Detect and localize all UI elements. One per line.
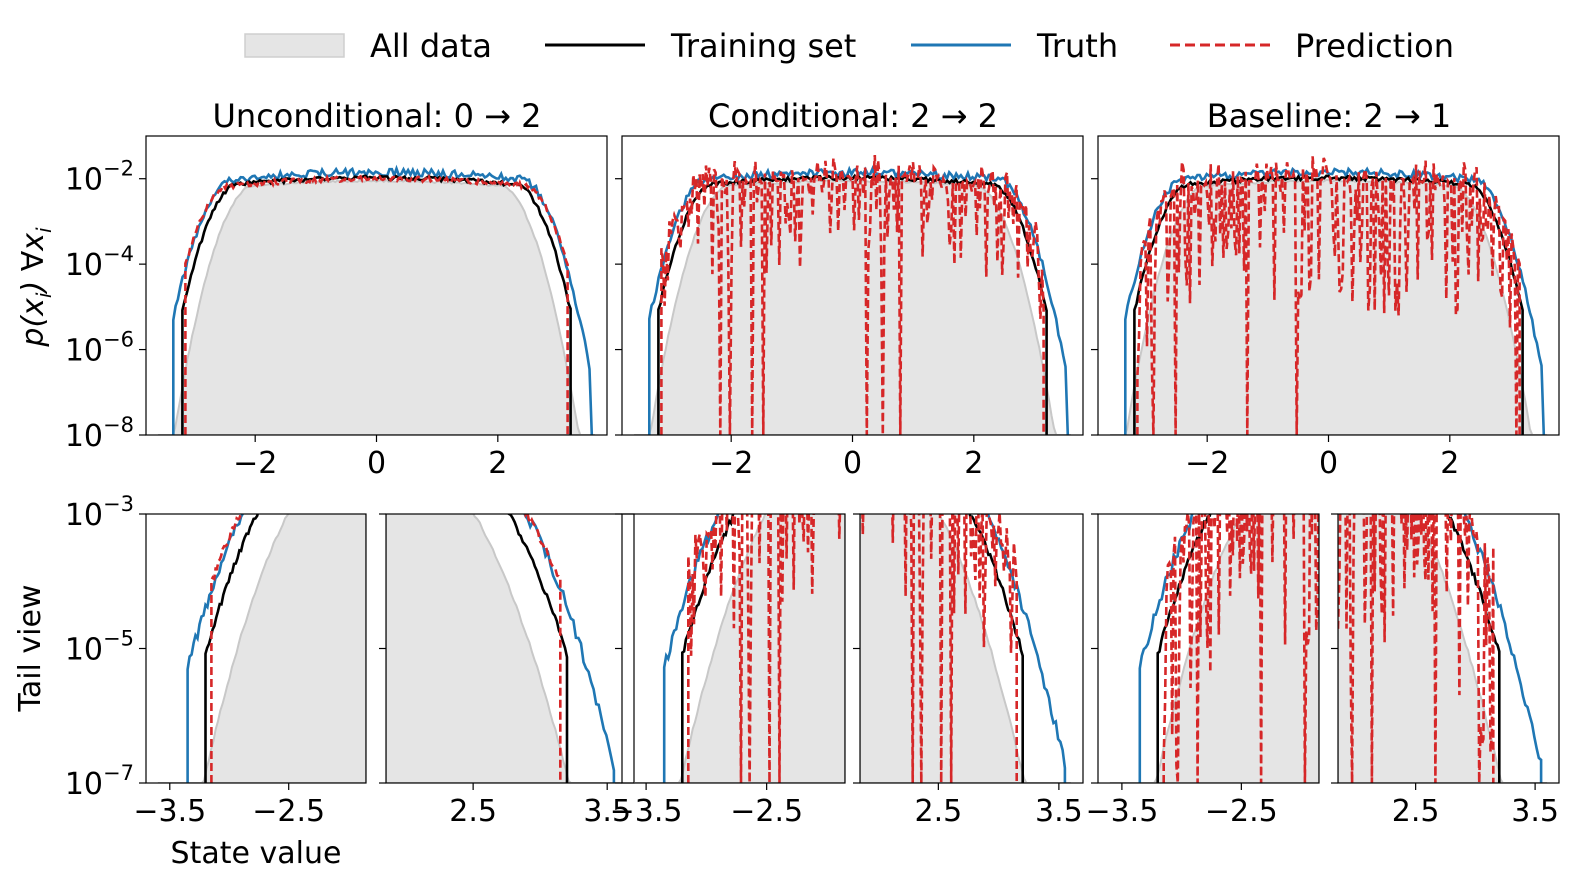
truth-line (1463, 514, 1543, 783)
plot-area (157, 514, 366, 783)
y-tick-label: 10−5 (65, 627, 134, 668)
legend-label-training-set: Training set (670, 27, 856, 65)
x-tick-label: −2 (1185, 446, 1229, 481)
column-title-conditional: Conditional: 2 → 2 (708, 97, 998, 135)
tail-panel-1: −3.5 −2.5 10−3 10−5 10−7 (65, 492, 367, 829)
bottom-y-axis-label: Tail view (13, 584, 48, 712)
x-tick-label: 2.5 (914, 794, 962, 829)
truth-line (186, 514, 245, 783)
x-tick-label: 2 (964, 446, 983, 481)
tail-panel-6: 2.5 3.5 (1331, 513, 1560, 829)
legend-label-all-data: All data (370, 27, 492, 65)
y-tick-label: 10−8 (65, 413, 134, 454)
column-title-baseline: Baseline: 2 → 1 (1207, 97, 1452, 135)
plot-area (634, 155, 1071, 435)
all-data-area (1338, 514, 1548, 783)
x-tick-label: 2.5 (1392, 794, 1440, 829)
plot-area (634, 514, 845, 783)
truth-line (172, 164, 594, 435)
all-data-area (386, 514, 621, 783)
training-set-line (968, 514, 1024, 783)
legend: All data Training set Truth Prediction (244, 27, 1454, 65)
top-panel-1: −2 0 2 10−2 10−4 10−6 10−8 (65, 135, 608, 481)
column-title-unconditional: Unconditional: 0 → 2 (213, 97, 542, 135)
legend-label-prediction: Prediction (1295, 27, 1454, 65)
y-tick-label: 10−4 (65, 242, 134, 283)
truth-line (983, 514, 1067, 783)
y-tick-label: 10−3 (65, 492, 134, 533)
y-tick-label: 10−7 (65, 761, 134, 802)
x-tick-label: 3.5 (583, 794, 631, 829)
tail-panel-4: 2.5 3.5 (853, 513, 1084, 829)
plot-area (860, 514, 1071, 783)
x-tick-label: −3.5 (610, 794, 683, 829)
x-tick-label: −2.5 (1205, 794, 1278, 829)
prediction-line (660, 155, 1045, 435)
prediction-line (687, 514, 842, 783)
x-tick-label: −2 (709, 446, 753, 481)
plot-area (158, 164, 595, 435)
training-set-line (681, 514, 735, 783)
all-data-area (158, 178, 595, 435)
legend-swatch-all-data (244, 33, 345, 58)
prediction-line (861, 514, 1018, 783)
legend-item-all-data: All data (244, 27, 492, 65)
bottom-x-axis-label: State value (171, 836, 342, 871)
x-tick-label: 3.5 (1511, 794, 1559, 829)
prediction-line (1338, 514, 1495, 783)
legend-item-training-set: Training set (545, 27, 856, 65)
top-y-axis-label: p(xi) ∀xi (16, 227, 56, 348)
training-set-line (1156, 514, 1212, 783)
x-tick-label: −2 (233, 446, 277, 481)
y-tick-label: 10−6 (65, 328, 134, 369)
prediction-line (1162, 514, 1319, 783)
prediction-line (184, 173, 569, 435)
plot-area (1338, 514, 1548, 783)
truth-line (1124, 166, 1546, 435)
plot-area (1109, 514, 1319, 783)
tail-panel-3: −3.5 −2.5 (610, 513, 846, 829)
plot-area (1110, 156, 1547, 435)
prediction-line (523, 514, 562, 783)
prediction-line (1136, 156, 1521, 435)
y-tick-label: 10−2 (65, 157, 134, 198)
training-set-line (204, 514, 259, 783)
training-set-line (1446, 514, 1501, 783)
x-tick-label: 2 (488, 446, 507, 481)
x-tick-label: −2.5 (252, 794, 325, 829)
legend-item-truth: Truth (911, 27, 1118, 65)
x-tick-label: 0 (367, 446, 386, 481)
x-tick-label: −2.5 (730, 794, 803, 829)
legend-item-prediction: Prediction (1170, 27, 1454, 65)
plot-panels: −2 0 2 10−2 10−4 10−6 10−8 −2 0 2 −2 0 2 −3.5 −2.5 10−3… (65, 135, 1560, 829)
all-data-area (860, 514, 1071, 783)
x-tick-label: −3.5 (133, 794, 206, 829)
x-tick-label: 3.5 (1035, 794, 1083, 829)
x-tick-label: 0 (1319, 446, 1338, 481)
top-panel-3: −2 0 2 (1091, 135, 1560, 481)
x-tick-label: 2.5 (449, 794, 497, 829)
top-panel-2: −2 0 2 (615, 135, 1084, 481)
all-data-area (1109, 514, 1319, 783)
plot-area (386, 514, 621, 783)
column-titles: Unconditional: 0 → 2 Conditional: 2 → 2 … (213, 97, 1452, 135)
all-data-area (157, 514, 366, 783)
tail-panel-5: −3.5 −2.5 (1085, 513, 1320, 829)
truth-line (523, 514, 616, 783)
x-tick-label: −3.5 (1085, 794, 1158, 829)
x-tick-label: 0 (843, 446, 862, 481)
tail-panel-2: 2.5 3.5 (379, 513, 635, 829)
legend-label-truth: Truth (1036, 27, 1118, 65)
y-axis-labels: p(xi) ∀xi Tail view State value (13, 227, 341, 871)
x-tick-label: 2 (1440, 446, 1459, 481)
training-set-line (507, 514, 569, 783)
